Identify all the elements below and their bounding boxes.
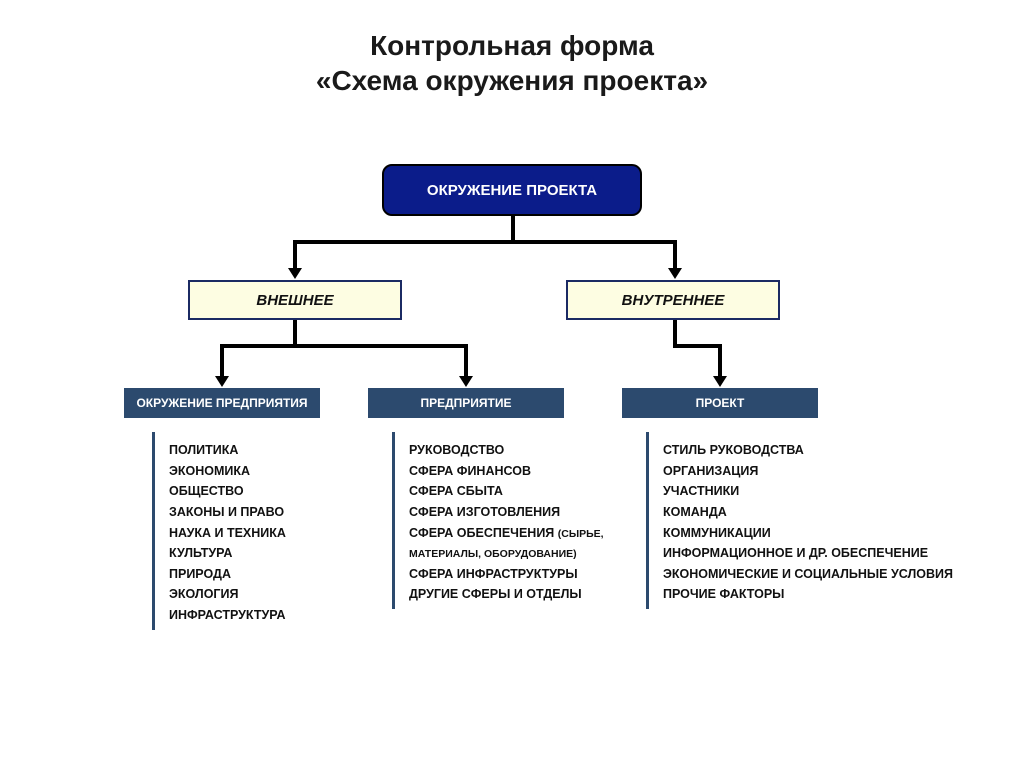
list-item: ЭКОЛОГИЯ [169, 584, 352, 605]
node-ent-label: ПРЕДПРИЯТИЕ [420, 396, 511, 410]
arrow-external [288, 268, 302, 279]
list-item: УЧАСТНИКИ [663, 481, 976, 502]
bullets-env: ПОЛИТИКАЭКОНОМИКАОБЩЕСТВОЗАКОНЫ И ПРАВОН… [152, 432, 352, 630]
node-proj-label: ПРОЕКТ [696, 396, 745, 410]
list-item: КОММУНИКАЦИИ [663, 523, 976, 544]
list-item: ЭКОНОМИЧЕСКИЕ И СОЦИАЛЬНЫЕ УСЛОВИЯ [663, 564, 976, 585]
list-item: ЭКОНОМИКА [169, 461, 352, 482]
list-item: КУЛЬТУРА [169, 543, 352, 564]
node-ent: ПРЕДПРИЯТИЕ [368, 388, 564, 418]
list-item: ПОЛИТИКА [169, 440, 352, 461]
edge-to-ent [464, 344, 468, 376]
list-item: ДРУГИЕ СФЕРЫ И ОТДЕЛЫ [409, 584, 622, 605]
bullets-ent: РУКОВОДСТВОСФЕРА ФИНАНСОВСФЕРА СБЫТАСФЕР… [392, 432, 622, 609]
list-item: СФЕРА ИЗГОТОВЛЕНИЯ [409, 502, 622, 523]
list-item: ПРИРОДА [169, 564, 352, 585]
list-item: РУКОВОДСТВО [409, 440, 622, 461]
list-item: СФЕРА ФИНАНСОВ [409, 461, 622, 482]
list-item: СТИЛЬ РУКОВОДСТВА [663, 440, 976, 461]
node-root: ОКРУЖЕНИЕ ПРОЕКТА [382, 164, 642, 216]
edge-ext-split [222, 344, 468, 348]
edge-root-down [511, 216, 515, 240]
node-env-label: ОКРУЖЕНИЕ ПРЕДПРИЯТИЯ [136, 396, 307, 410]
node-external-label: ВНЕШНЕЕ [256, 292, 333, 309]
edge-to-external [293, 240, 297, 268]
list-item: СФЕРА ИНФРАСТРУКТУРЫ [409, 564, 622, 585]
list-item: СФЕРА ОБЕСПЕЧЕНИЯ (СЫРЬЕ, МАТЕРИАЛЫ, ОБО… [409, 523, 622, 564]
arrow-env [215, 376, 229, 387]
list-item: КОМАНДА [663, 502, 976, 523]
edge-to-internal [673, 240, 677, 268]
edge-int-split [673, 344, 722, 348]
list-item: СФЕРА СБЫТА [409, 481, 622, 502]
list-item: ИНФРАСТРУКТУРА [169, 605, 352, 626]
node-root-label: ОКРУЖЕНИЕ ПРОЕКТА [427, 182, 597, 199]
node-internal: ВНУТРЕННЕЕ [566, 280, 780, 320]
bullets-proj: СТИЛЬ РУКОВОДСТВАОРГАНИЗАЦИЯУЧАСТНИКИКОМ… [646, 432, 976, 609]
arrow-proj [713, 376, 727, 387]
node-internal-label: ВНУТРЕННЕЕ [622, 292, 725, 309]
node-external: ВНЕШНЕЕ [188, 280, 402, 320]
arrow-ent [459, 376, 473, 387]
edge-int-down [673, 320, 677, 344]
list-item: НАУКА И ТЕХНИКА [169, 523, 352, 544]
list-item: ОБЩЕСТВО [169, 481, 352, 502]
node-env: ОКРУЖЕНИЕ ПРЕДПРИЯТИЯ [124, 388, 320, 418]
list-item: ОРГАНИЗАЦИЯ [663, 461, 976, 482]
arrow-internal [668, 268, 682, 279]
list-item: ИНФОРМАЦИОННОЕ И ДР. ОБЕСПЕЧЕНИЕ [663, 543, 976, 564]
edge-to-proj [718, 344, 722, 376]
edge-ext-down [293, 320, 297, 344]
list-item: ПРОЧИЕ ФАКТОРЫ [663, 584, 976, 605]
node-proj: ПРОЕКТ [622, 388, 818, 418]
diagram-canvas: ОКРУЖЕНИЕ ПРОЕКТА ВНЕШНЕЕ ВНУТРЕННЕЕ ОКР… [0, 0, 1024, 767]
list-item: ЗАКОНЫ И ПРАВО [169, 502, 352, 523]
edge-to-env [220, 344, 224, 376]
edge-root-split [295, 240, 677, 244]
